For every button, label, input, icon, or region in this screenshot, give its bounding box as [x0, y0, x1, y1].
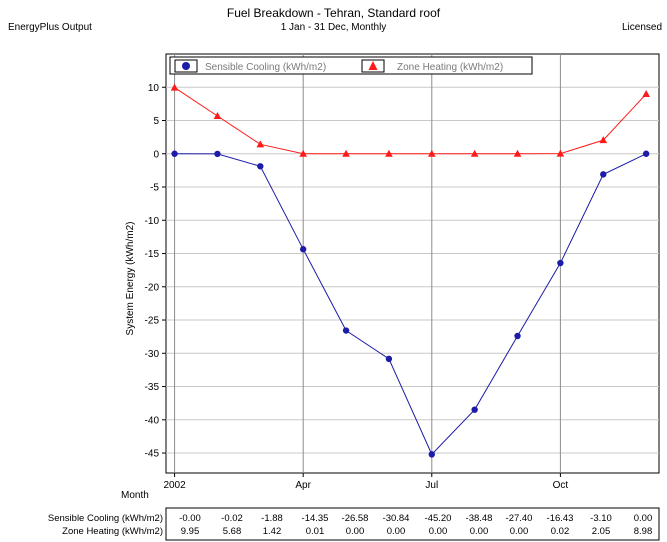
- data-point: [557, 259, 564, 267]
- legend-label: Sensible Cooling (kWh/m2): [205, 62, 326, 73]
- y-tick-label: -5: [150, 183, 159, 194]
- data-point: [470, 149, 479, 157]
- chart-subtitle: 1 Jan - 31 Dec, Monthly: [280, 22, 387, 33]
- data-point: [171, 150, 178, 157]
- table-cell: 8.98: [634, 526, 653, 537]
- data-point: [299, 149, 307, 157]
- table-cell: -16.43: [547, 513, 574, 524]
- y-tick-label: 10: [148, 83, 160, 94]
- data-point: [556, 149, 565, 157]
- table-cell: -26.58: [342, 513, 369, 524]
- data-point: [599, 136, 608, 144]
- licensed-label: Licensed: [622, 22, 663, 33]
- table-cell: 0.00: [387, 526, 406, 537]
- table-cell: -30.84: [383, 513, 410, 524]
- data-point: [600, 171, 607, 178]
- x-tick-label: Oct: [553, 480, 569, 491]
- series-line-2: [174, 87, 647, 155]
- x-axis-label: Month: [121, 490, 149, 501]
- data-table: Sensible Cooling (kWh/m2) -0.00 -0.02 -1.88…: [48, 507, 660, 541]
- table-cell: -27.40: [506, 513, 533, 524]
- data-point: [513, 149, 522, 157]
- x-tick-label: 2002: [163, 480, 186, 491]
- data-point: [385, 355, 393, 363]
- data-point: [342, 327, 350, 334]
- data-point: [642, 90, 650, 98]
- series-layer: [170, 83, 650, 458]
- table-cell: 0.00: [429, 526, 448, 537]
- data-point: [385, 149, 393, 157]
- y-tick-label: -10: [145, 216, 160, 227]
- y-tick-label: -40: [145, 415, 160, 426]
- data-point: [342, 149, 350, 157]
- source-label: EnergyPlus Output: [8, 22, 92, 33]
- legend-label: Zone Heating (kWh/m2): [397, 62, 503, 73]
- data-point: [213, 111, 222, 119]
- table-cell: 0.02: [551, 526, 570, 537]
- table-cell: -0.00: [179, 513, 201, 524]
- data-point: [427, 149, 436, 157]
- data-point: [257, 163, 264, 170]
- table-cell: 0.00: [346, 526, 365, 537]
- table-cell: 0.00: [634, 513, 653, 524]
- series-line-1: [174, 153, 647, 456]
- table-cell: 0.01: [306, 526, 325, 537]
- data-point: [214, 150, 221, 158]
- table-cell: 5.68: [223, 526, 242, 537]
- y-tick-label: -30: [145, 349, 160, 360]
- legend-marker: [368, 61, 378, 70]
- data-point: [428, 451, 435, 458]
- table-cell: -14.35: [302, 513, 329, 524]
- table-cell: -3.10: [590, 513, 612, 524]
- table-cell: -38.48: [466, 513, 493, 524]
- table-row-label: Sensible Cooling (kWh/m2): [48, 513, 163, 524]
- table-cell: 0.00: [470, 526, 489, 537]
- x-tick-label: Apr: [295, 480, 311, 491]
- table-cell: -0.02: [221, 513, 243, 524]
- legend-box: [169, 56, 533, 75]
- y-tick-label: -20: [145, 282, 160, 293]
- table-frame: [165, 507, 660, 541]
- legend-marker: [182, 62, 190, 70]
- table-cell: 0.00: [510, 526, 529, 537]
- data-point: [170, 83, 179, 91]
- y-axis-label: System Energy (kWh/m2): [125, 222, 136, 336]
- data-point: [471, 406, 478, 413]
- axes: 10 5 0 -5 -10 -15 -20 -25 -30 -35 -40 -45 2002 Apr Jul…: [121, 83, 568, 501]
- data-point: [256, 140, 265, 148]
- table-cell: 2.05: [592, 526, 611, 537]
- legend: Sensible Cooling (kWh/m2) Zone Heating (k…: [169, 56, 533, 75]
- y-tick-label: 5: [153, 116, 159, 127]
- x-tick-label: Jul: [425, 480, 438, 491]
- y-tick-label: 0: [153, 149, 159, 160]
- y-tick-label: -25: [145, 316, 160, 327]
- table-row-label: Zone Heating (kWh/m2): [62, 526, 163, 537]
- table-cell: -45.20: [425, 513, 452, 524]
- y-tick-label: -15: [145, 249, 160, 260]
- data-point: [642, 150, 650, 157]
- table-cell: 1.42: [263, 526, 282, 537]
- table-cell: -1.88: [261, 513, 283, 524]
- y-tick-label: -35: [145, 382, 160, 393]
- data-point: [514, 332, 521, 340]
- y-tick-label: -45: [145, 449, 160, 460]
- table-cell: 9.95: [181, 526, 200, 537]
- chart-title: Fuel Breakdown - Tehran, Standard roof: [226, 6, 441, 20]
- data-point: [299, 246, 307, 253]
- plot-area: [165, 53, 660, 474]
